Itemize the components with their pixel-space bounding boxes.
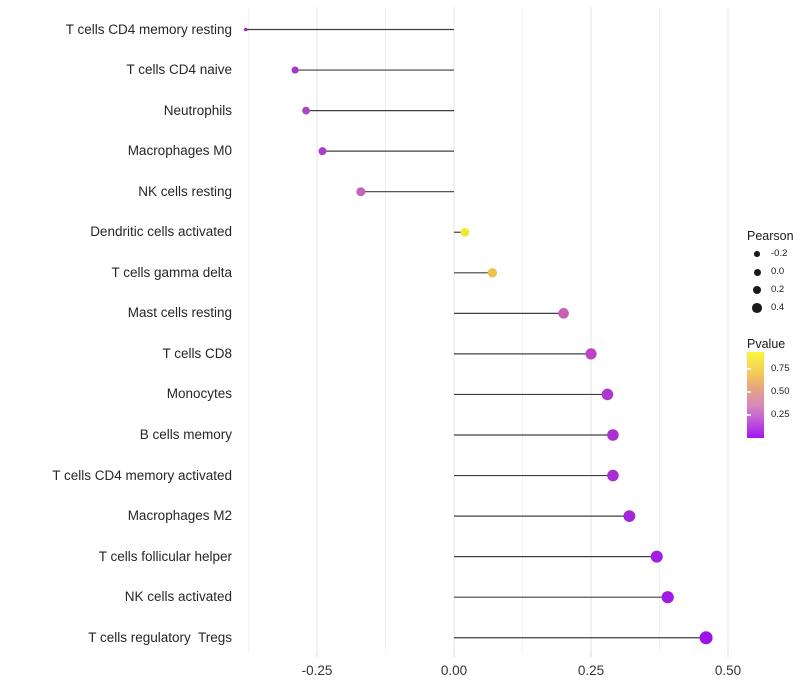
y-axis-label: B cells memory bbox=[139, 427, 232, 442]
legend-size-label: 0.0 bbox=[771, 266, 785, 277]
y-axis-label: Macrophages M0 bbox=[127, 143, 232, 159]
x-axis-tick-label: -0.25 bbox=[301, 663, 333, 678]
pvalue-colorbar bbox=[747, 352, 764, 438]
y-axis-label: T cells regulatory Tregs bbox=[88, 629, 232, 645]
y-axis-label: Macrophages M2 bbox=[127, 508, 232, 524]
legend-size-label: 0.4 bbox=[771, 302, 785, 313]
lollipop-dot bbox=[558, 308, 569, 319]
lollipop-dot bbox=[607, 469, 619, 482]
legend-pearson-title: Pearson bbox=[747, 229, 794, 243]
y-axis-label: Neutrophils bbox=[163, 102, 232, 118]
y-axis-label: NK cells activated bbox=[124, 589, 232, 605]
x-axis-tick-label: 0.25 bbox=[577, 663, 605, 678]
lollipop-dot bbox=[460, 227, 470, 237]
lollipop-dot bbox=[356, 187, 366, 197]
legend-size-label: -0.2 bbox=[771, 248, 788, 259]
colorbar-tick bbox=[747, 414, 751, 416]
lollipop-dot bbox=[291, 66, 299, 74]
x-axis-tick-label: 0.50 bbox=[714, 663, 742, 678]
lollipop-dot bbox=[661, 591, 674, 604]
lollipop-dot bbox=[607, 429, 619, 441]
lollipop-dot bbox=[699, 631, 713, 645]
legend-pvalue-title: Pvalue bbox=[747, 337, 786, 351]
lollipop-dot bbox=[302, 106, 310, 115]
colorbar-label: 0.75 bbox=[771, 363, 790, 374]
y-axis-label: T cells gamma delta bbox=[111, 264, 232, 280]
y-axis-label: T cells CD4 memory activated bbox=[52, 467, 232, 483]
y-axis-label: T cells follicular helper bbox=[98, 548, 232, 564]
y-axis-label: T cells CD8 bbox=[162, 345, 232, 361]
lollipop-dot bbox=[243, 27, 248, 32]
lollipop-dot bbox=[601, 388, 614, 401]
y-axis-label: Monocytes bbox=[166, 386, 232, 402]
legend-size-dot bbox=[753, 268, 761, 276]
legend-size-dot bbox=[752, 303, 762, 313]
y-axis-label: NK cells resting bbox=[138, 183, 232, 199]
lollipop-dot bbox=[623, 510, 636, 522]
legend-size-label: 0.2 bbox=[771, 284, 785, 295]
lollipop-dot bbox=[318, 147, 327, 156]
y-axis-label: T cells CD4 naive bbox=[126, 62, 232, 78]
x-axis-tick-label: 0.00 bbox=[440, 663, 468, 678]
lollipop-dot bbox=[487, 268, 498, 278]
legend-size-dot bbox=[754, 251, 760, 257]
lollipop-dot bbox=[650, 550, 663, 563]
lollipop-dot bbox=[585, 348, 597, 360]
y-axis-label: T cells CD4 memory resting bbox=[65, 21, 232, 37]
colorbar-label: 0.50 bbox=[771, 386, 790, 397]
colorbar-tick bbox=[747, 391, 751, 393]
y-axis-label: Mast cells resting bbox=[127, 305, 232, 321]
legend-size-dot bbox=[752, 285, 762, 295]
colorbar-tick bbox=[747, 368, 751, 370]
colorbar-label: 0.25 bbox=[771, 409, 790, 420]
y-axis-label: Dendritic cells activated bbox=[90, 224, 232, 240]
